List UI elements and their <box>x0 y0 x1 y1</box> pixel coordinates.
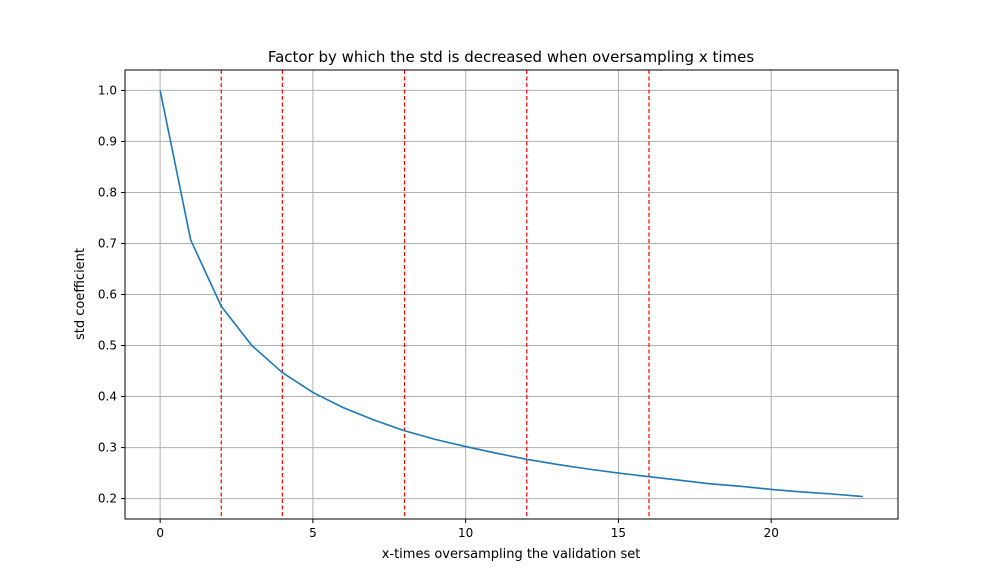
x-tick-label: 10 <box>458 526 473 540</box>
chart-title: Factor by which the std is decreased whe… <box>268 48 755 66</box>
series <box>159 90 863 498</box>
y-tick-label: 0.3 <box>98 441 117 455</box>
y-tick-label: 0.5 <box>98 339 117 353</box>
y-axis-ticks: 0.2 0.3 0.4 0.5 0.6 0.7 0.8 0.9 1.0 <box>98 83 125 506</box>
x-tick-label: 20 <box>764 526 779 540</box>
y-tick-label: 0.7 <box>98 236 117 250</box>
y-tick-label: 0.6 <box>98 288 117 302</box>
x-axis-ticks: 0 5 10 15 20 <box>156 519 779 540</box>
y-tick-label: 0.8 <box>98 185 117 199</box>
reference-lines <box>220 70 650 519</box>
x-tick-label: 15 <box>611 526 626 540</box>
series-line <box>159 90 863 498</box>
x-tick-label: 5 <box>309 526 317 540</box>
y-tick-label: 0.2 <box>98 492 117 506</box>
y-tick-label: 1.0 <box>98 83 117 97</box>
y-axis-label: std coefficient <box>73 248 88 340</box>
grid <box>125 70 898 519</box>
x-axis-label: x-times oversampling the validation set <box>382 547 641 562</box>
y-tick-label: 0.4 <box>98 390 117 404</box>
y-tick-label: 0.9 <box>98 134 117 148</box>
x-tick-label: 0 <box>156 526 164 540</box>
